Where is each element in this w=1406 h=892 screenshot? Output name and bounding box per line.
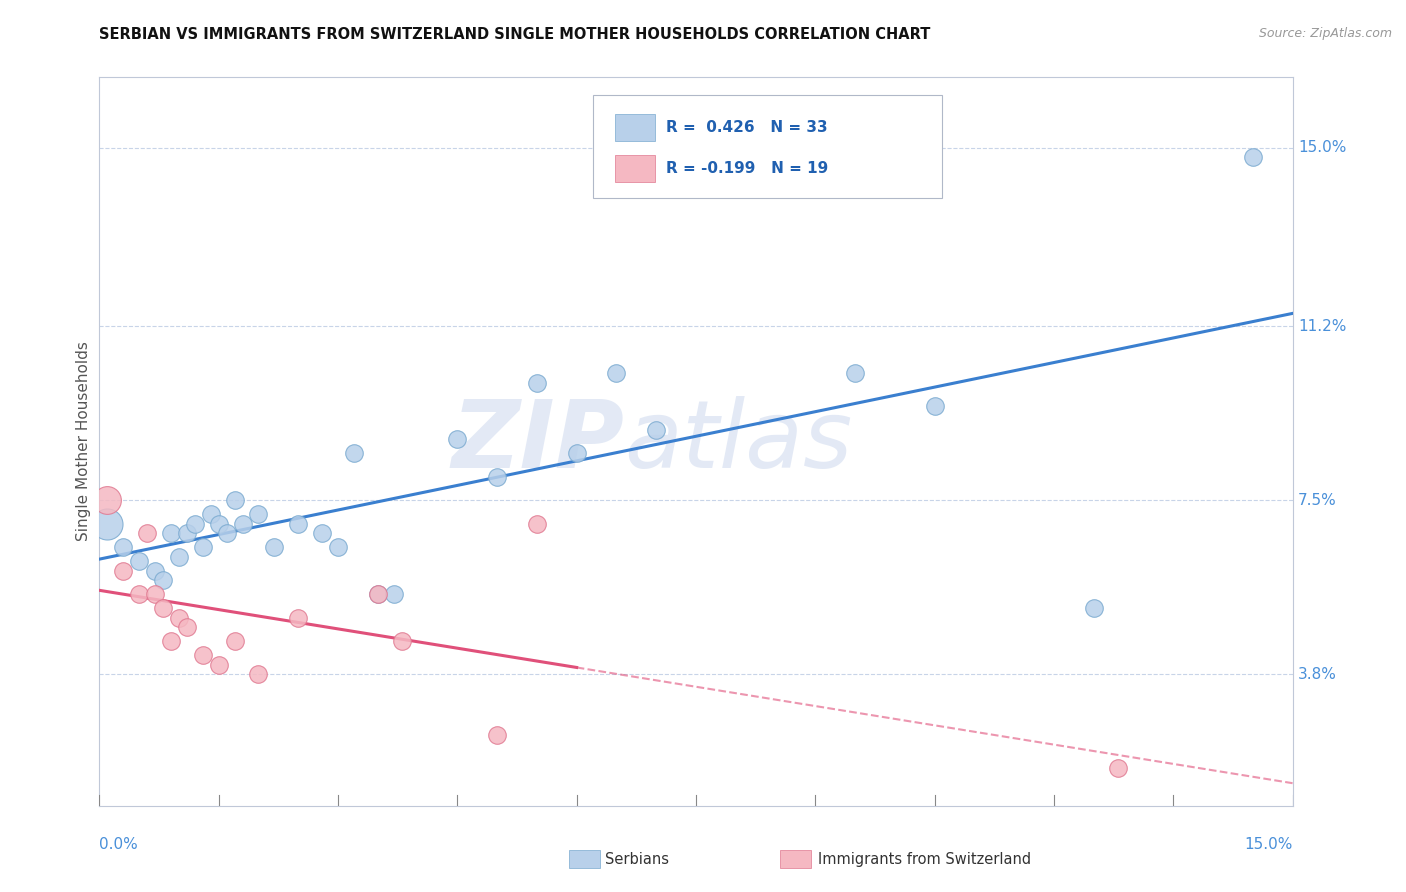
Text: 15.0%: 15.0% — [1244, 837, 1292, 852]
Point — [191, 648, 214, 663]
Text: SERBIAN VS IMMIGRANTS FROM SWITZERLAND SINGLE MOTHER HOUSEHOLDS CORRELATION CHAR: SERBIAN VS IMMIGRANTS FROM SWITZERLAND S… — [100, 27, 931, 42]
Point — [128, 554, 150, 568]
Text: ZIP: ZIP — [451, 395, 624, 488]
Point — [96, 493, 118, 508]
Text: 0.0%: 0.0% — [100, 837, 138, 852]
Point — [263, 541, 285, 555]
Text: Source: ZipAtlas.com: Source: ZipAtlas.com — [1258, 27, 1392, 40]
Text: 15.0%: 15.0% — [1298, 140, 1347, 155]
Point — [152, 573, 174, 587]
Point — [1107, 761, 1129, 775]
Text: 11.2%: 11.2% — [1298, 319, 1347, 334]
Point — [112, 541, 135, 555]
Point — [208, 516, 231, 531]
Text: 3.8%: 3.8% — [1298, 666, 1337, 681]
Point — [486, 728, 509, 742]
Point — [367, 587, 389, 601]
Point — [176, 620, 198, 634]
Point — [128, 587, 150, 601]
Point — [143, 587, 166, 601]
Point — [486, 470, 509, 484]
Point — [287, 516, 309, 531]
Text: Serbians: Serbians — [605, 852, 669, 867]
Point — [446, 432, 468, 446]
Text: Immigrants from Switzerland: Immigrants from Switzerland — [818, 852, 1032, 867]
Point — [136, 526, 159, 541]
Point — [200, 508, 222, 522]
Point — [343, 446, 366, 460]
Point — [247, 667, 270, 681]
Point — [167, 611, 190, 625]
Point — [526, 516, 548, 531]
Point — [367, 587, 389, 601]
Point — [526, 376, 548, 390]
Text: atlas: atlas — [624, 396, 852, 487]
Point — [96, 516, 118, 531]
Point — [224, 493, 246, 508]
Point — [287, 611, 309, 625]
Point — [605, 367, 627, 381]
Text: 7.5%: 7.5% — [1298, 492, 1337, 508]
Point — [391, 634, 413, 648]
Point — [215, 526, 238, 541]
Point — [160, 526, 183, 541]
Point — [232, 516, 254, 531]
Point — [143, 564, 166, 578]
Point — [191, 541, 214, 555]
Point — [565, 446, 588, 460]
Point — [176, 526, 198, 541]
Point — [382, 587, 405, 601]
Point — [1083, 601, 1105, 615]
Text: R = -0.199   N = 19: R = -0.199 N = 19 — [666, 161, 828, 176]
Point — [184, 516, 207, 531]
Point — [247, 508, 270, 522]
Point — [167, 549, 190, 564]
Point — [844, 367, 866, 381]
Point — [160, 634, 183, 648]
Text: R =  0.426   N = 33: R = 0.426 N = 33 — [666, 120, 828, 136]
Point — [208, 657, 231, 672]
Point — [645, 423, 668, 437]
Point — [112, 564, 135, 578]
Point — [1241, 150, 1264, 164]
Y-axis label: Single Mother Households: Single Mother Households — [76, 342, 91, 541]
Point — [311, 526, 333, 541]
Point — [152, 601, 174, 615]
Point — [326, 541, 349, 555]
Point — [924, 399, 946, 413]
Point — [224, 634, 246, 648]
